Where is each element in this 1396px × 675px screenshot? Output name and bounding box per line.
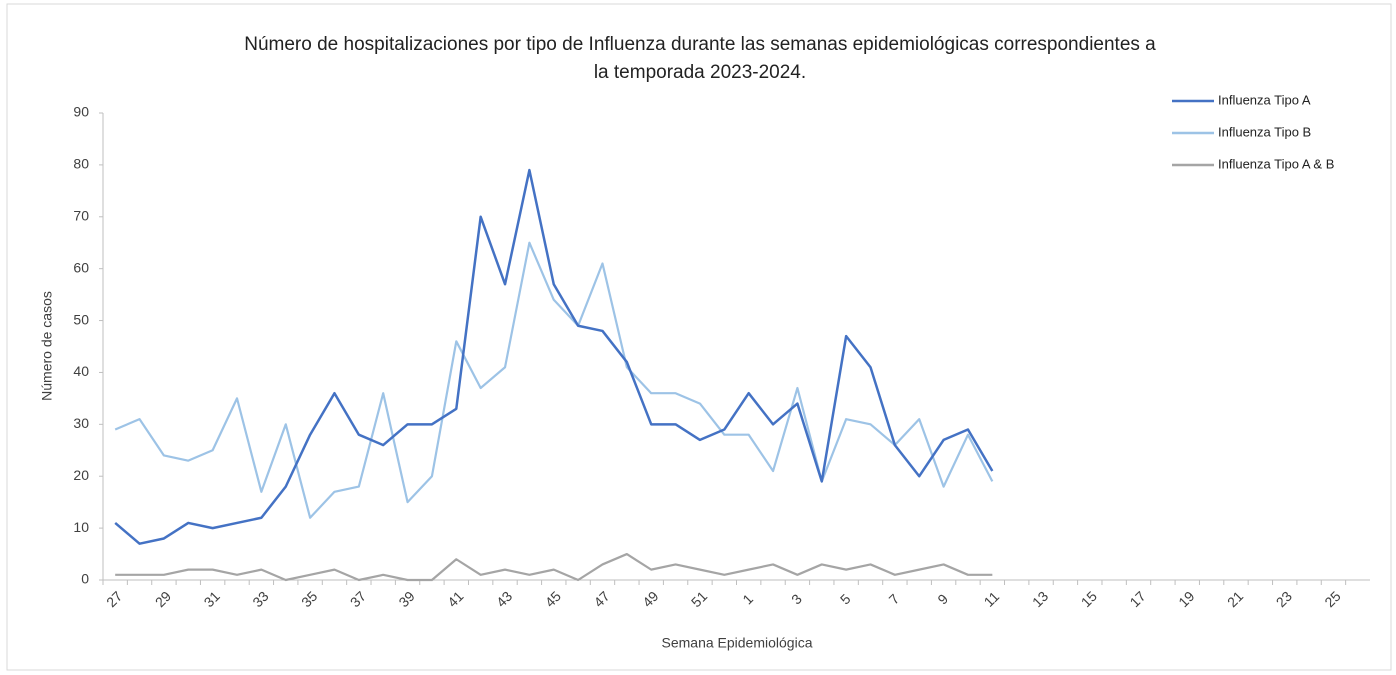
series-line [115, 552, 993, 582]
series-line [114, 241, 994, 519]
x-axis-label: Semana Epidemiológica [662, 635, 813, 651]
y-tick-label: 90 [73, 104, 89, 120]
legend-label: Influenza Tipo A & B [1218, 156, 1334, 171]
y-tick-label: 60 [73, 259, 89, 275]
y-tick-label: 70 [73, 207, 89, 223]
chart-border [6, 3, 1392, 671]
y-tick-label: 50 [73, 311, 89, 327]
legend-label: Influenza Tipo A [1218, 92, 1311, 107]
y-tick-label: 0 [81, 571, 89, 587]
chart-title: la temporada 2023-2024. [594, 62, 806, 83]
y-tick-label: 40 [73, 363, 89, 379]
y-tick-label: 20 [73, 467, 89, 483]
y-tick-label: 80 [73, 156, 89, 172]
y-axis-label: Número de casos [39, 291, 55, 401]
chart-title: Número de hospitalizaciones por tipo de … [244, 34, 1156, 55]
y-tick-label: 30 [73, 415, 89, 431]
series-line [114, 168, 994, 545]
legend-label: Influenza Tipo B [1218, 124, 1311, 139]
y-tick-label: 10 [73, 519, 89, 535]
